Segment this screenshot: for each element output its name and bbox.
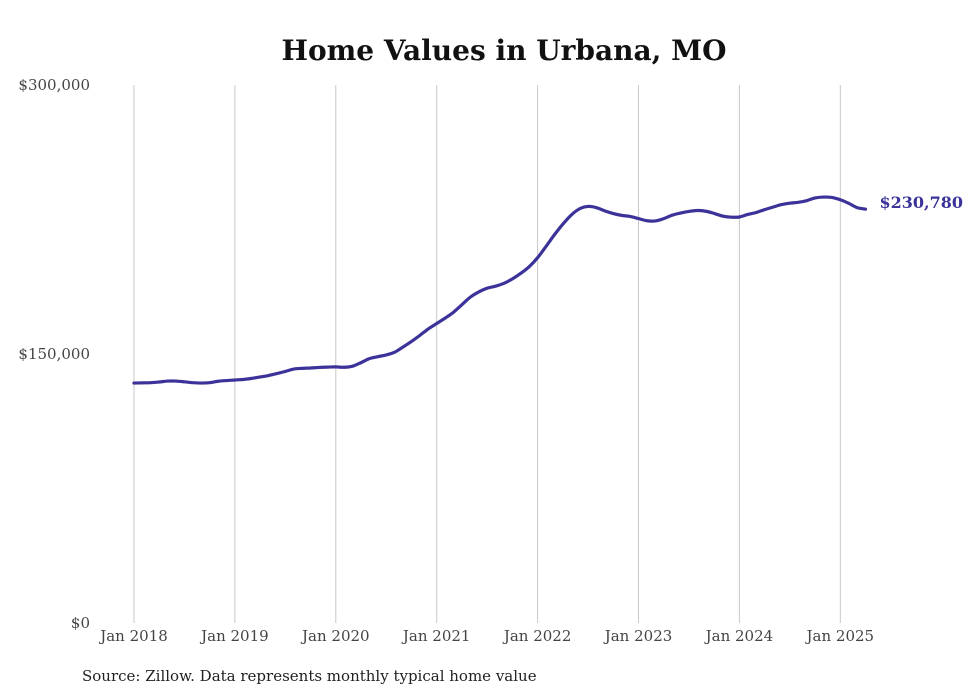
- y-tick-label: $300,000: [18, 76, 90, 94]
- y-tick-label: $0: [71, 614, 90, 632]
- x-tick-label: Jan 2020: [300, 627, 370, 645]
- x-tick-label: Jan 2022: [502, 627, 572, 645]
- x-tick-label: Jan 2025: [805, 627, 875, 645]
- y-axis-tick-labels: $0 $150,000 $300,000: [18, 76, 90, 632]
- x-tick-label: Jan 2021: [401, 627, 471, 645]
- x-tick-label: Jan 2019: [199, 627, 269, 645]
- x-tick-label: Jan 2023: [603, 627, 673, 645]
- end-value-label: $230,780: [880, 193, 964, 212]
- y-tick-label: $150,000: [18, 345, 90, 363]
- source-note: Source: Zillow. Data represents monthly …: [82, 667, 537, 685]
- series-layer: $230,780: [132, 193, 964, 385]
- series-line: [132, 195, 868, 385]
- x-tick-label: Jan 2018: [98, 627, 168, 645]
- x-tick-label: Jan 2024: [704, 627, 774, 645]
- chart-title: Home Values in Urbana, MO: [282, 34, 727, 67]
- x-axis-tick-labels: Jan 2018 Jan 2019 Jan 2020 Jan 2021 Jan 2022…: [98, 627, 874, 645]
- vertical-gridlines: [133, 85, 841, 623]
